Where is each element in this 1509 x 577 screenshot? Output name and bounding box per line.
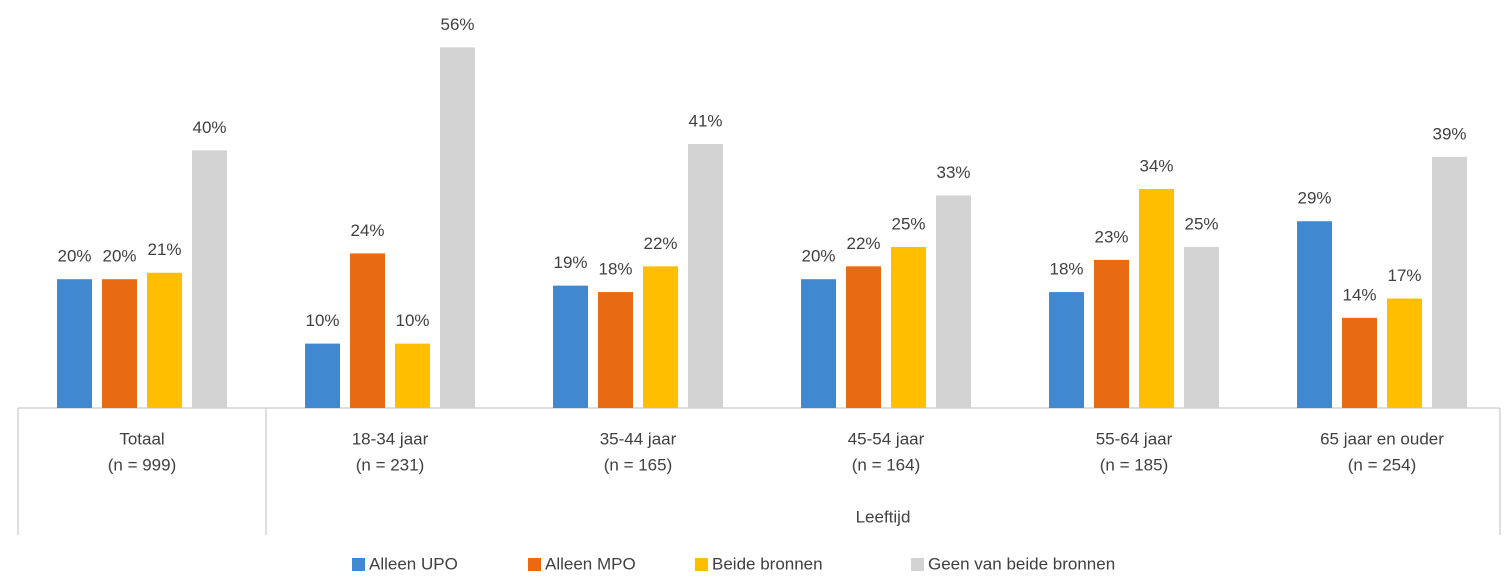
- bar: [643, 266, 678, 408]
- x-tick-label: 18-34 jaar: [352, 429, 429, 448]
- bar: [846, 266, 881, 408]
- bar: [147, 272, 182, 408]
- x-tick-note: (n = 999): [108, 455, 177, 474]
- bar: [102, 279, 137, 408]
- bar: [395, 343, 430, 408]
- bar: [688, 143, 723, 408]
- bar: [891, 247, 926, 408]
- x-tick-note: (n = 164): [852, 455, 921, 474]
- x-tick-label: Totaal: [119, 429, 164, 448]
- bar: [936, 195, 971, 408]
- data-label: 20%: [102, 247, 136, 266]
- x-tick-note: (n = 165): [604, 455, 673, 474]
- x-tick-note: (n = 254): [1348, 455, 1417, 474]
- bar: [1184, 247, 1219, 408]
- legend-label: Alleen UPO: [369, 554, 458, 573]
- x-tick-label: 45-54 jaar: [848, 429, 925, 448]
- legend-swatch: [911, 558, 924, 571]
- legend-label: Beide bronnen: [712, 554, 823, 573]
- data-label: 29%: [1297, 189, 1331, 208]
- data-label: 18%: [598, 260, 632, 279]
- bar: [1139, 189, 1174, 408]
- data-label: 25%: [1184, 214, 1218, 233]
- bar: [553, 285, 588, 408]
- bar: [1432, 156, 1467, 408]
- bar: [1342, 317, 1377, 408]
- data-label: 39%: [1432, 124, 1466, 143]
- x-tick-label: 35-44 jaar: [600, 429, 677, 448]
- bar: [305, 343, 340, 408]
- bar: [1094, 259, 1129, 408]
- bar: [1297, 221, 1332, 408]
- legend-swatch: [352, 558, 365, 571]
- bar: [440, 47, 475, 409]
- bar: [598, 292, 633, 408]
- bar: [1387, 298, 1422, 408]
- group-label: Leeftijd: [856, 507, 911, 526]
- bar: [192, 150, 227, 408]
- data-label: 22%: [643, 234, 677, 253]
- data-label: 10%: [305, 311, 339, 330]
- data-label: 21%: [147, 240, 181, 259]
- data-label: 10%: [395, 311, 429, 330]
- data-label: 41%: [688, 111, 722, 130]
- legend-swatch: [695, 558, 708, 571]
- data-label: 56%: [440, 15, 474, 34]
- legend-label: Alleen MPO: [545, 554, 636, 573]
- data-label: 34%: [1139, 157, 1173, 176]
- data-label: 25%: [891, 214, 925, 233]
- data-label: 14%: [1342, 285, 1376, 304]
- legend-swatch: [528, 558, 541, 571]
- data-label: 18%: [1049, 260, 1083, 279]
- data-label: 40%: [192, 118, 226, 137]
- data-label: 23%: [1094, 227, 1128, 246]
- data-label: 20%: [801, 247, 835, 266]
- data-label: 20%: [57, 247, 91, 266]
- x-tick-note: (n = 231): [356, 455, 425, 474]
- x-tick-label: 65 jaar en ouder: [1320, 429, 1444, 448]
- data-label: 17%: [1387, 266, 1421, 285]
- bar: [350, 253, 385, 408]
- bar: [1049, 292, 1084, 408]
- legend-label: Geen van beide bronnen: [928, 554, 1115, 573]
- data-label: 22%: [846, 234, 880, 253]
- x-tick-note: (n = 185): [1100, 455, 1169, 474]
- data-label: 24%: [350, 221, 384, 240]
- data-label: 33%: [936, 163, 970, 182]
- bar: [801, 279, 836, 408]
- data-label: 19%: [553, 253, 587, 272]
- bar: [57, 279, 92, 408]
- x-tick-label: 55-64 jaar: [1096, 429, 1173, 448]
